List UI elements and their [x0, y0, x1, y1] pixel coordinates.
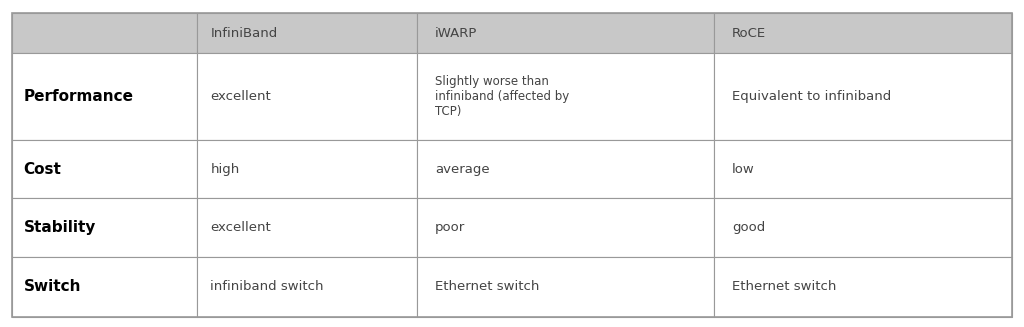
Text: Equivalent to infiniband: Equivalent to infiniband	[732, 90, 891, 103]
Bar	[417, 257, 714, 317]
Bar	[12, 53, 198, 140]
Text: InfiniBand: InfiniBand	[210, 27, 278, 40]
Text: RoCE: RoCE	[732, 27, 766, 40]
Bar	[198, 140, 417, 198]
Bar	[198, 257, 417, 317]
Bar	[198, 13, 417, 53]
Bar	[714, 13, 1012, 53]
Text: excellent: excellent	[210, 90, 271, 103]
Bar	[12, 257, 198, 317]
Bar	[714, 257, 1012, 317]
Bar	[417, 140, 714, 198]
Bar	[12, 140, 198, 198]
Bar	[417, 13, 714, 53]
Bar	[714, 198, 1012, 257]
Text: infiniband switch: infiniband switch	[210, 281, 324, 293]
Text: average: average	[435, 163, 489, 176]
Text: Cost: Cost	[24, 162, 61, 177]
Text: excellent: excellent	[210, 221, 271, 234]
Bar	[714, 140, 1012, 198]
Bar	[12, 13, 198, 53]
Text: Stability: Stability	[24, 220, 96, 235]
Text: Slightly worse than
infiniband (affected by
TCP): Slightly worse than infiniband (affected…	[435, 75, 569, 118]
Bar	[198, 53, 417, 140]
Text: poor: poor	[435, 221, 465, 234]
Text: good: good	[732, 221, 765, 234]
Text: Switch: Switch	[24, 280, 81, 294]
Bar	[12, 198, 198, 257]
Text: Ethernet switch: Ethernet switch	[732, 281, 837, 293]
Text: high: high	[210, 163, 240, 176]
Text: Ethernet switch: Ethernet switch	[435, 281, 540, 293]
Bar	[417, 198, 714, 257]
Text: low: low	[732, 163, 755, 176]
Bar	[714, 53, 1012, 140]
Text: Performance: Performance	[24, 89, 133, 104]
Text: iWARP: iWARP	[435, 27, 477, 40]
Bar	[417, 53, 714, 140]
Bar	[198, 198, 417, 257]
